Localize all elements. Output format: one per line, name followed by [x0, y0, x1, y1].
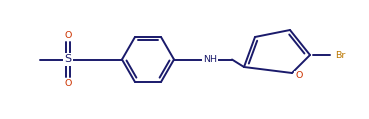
Text: NH: NH [203, 55, 217, 64]
Text: Br: Br [335, 50, 345, 60]
Text: O: O [64, 32, 72, 40]
Text: O: O [64, 79, 72, 87]
Text: O: O [295, 72, 303, 80]
Text: S: S [65, 55, 72, 64]
